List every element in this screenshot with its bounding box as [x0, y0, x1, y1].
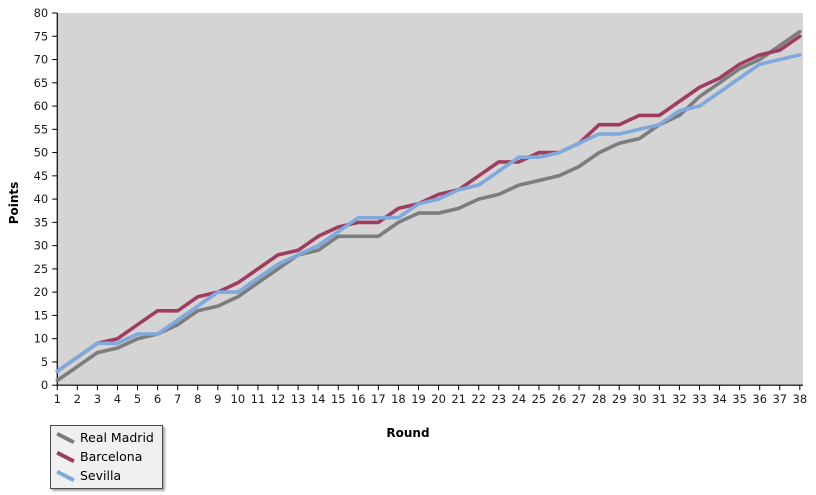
legend-label: Real Madrid [80, 429, 154, 445]
barcelona-line-swatch-icon [55, 450, 77, 464]
y-tick-label: 0 [41, 378, 48, 392]
x-tick-label: 35 [732, 392, 747, 406]
x-tick-label: 18 [391, 392, 406, 406]
legend-item-real-madrid: Real Madrid [55, 429, 154, 447]
x-tick-label: 3 [94, 392, 101, 406]
x-tick-label: 32 [672, 392, 687, 406]
x-tick-label: 7 [174, 392, 181, 406]
y-tick-label: 65 [34, 76, 49, 90]
x-tick-label: 33 [692, 392, 707, 406]
x-tick-label: 10 [231, 392, 246, 406]
x-tick-label: 1 [54, 392, 61, 406]
x-tick-label: 19 [411, 392, 426, 406]
x-tick-label: 14 [311, 392, 326, 406]
y-tick-label: 35 [34, 215, 49, 229]
y-axis-title: Points [7, 181, 21, 225]
y-tick-label: 25 [34, 262, 49, 276]
x-tick-label: 23 [491, 392, 506, 406]
x-tick-label: 17 [371, 392, 386, 406]
x-tick-label: 25 [532, 392, 547, 406]
x-tick-label: 8 [194, 392, 201, 406]
x-tick-label: 4 [114, 392, 121, 406]
y-tick-label: 80 [34, 6, 49, 20]
x-tick-label: 20 [431, 392, 446, 406]
y-tick-label: 5 [41, 355, 48, 369]
y-tick-label: 75 [34, 29, 49, 43]
legend-item-sevilla: Sevilla [55, 467, 154, 485]
x-tick-label: 13 [291, 392, 306, 406]
x-tick-label: 15 [331, 392, 346, 406]
y-tick-label: 15 [34, 308, 49, 322]
y-tick-label: 30 [34, 239, 49, 253]
x-tick-label: 2 [74, 392, 81, 406]
x-tick-label: 31 [652, 392, 667, 406]
y-tick-label: 10 [34, 332, 49, 346]
x-tick-label: 36 [752, 392, 767, 406]
y-tick-label: 45 [34, 169, 49, 183]
y-tick-label: 40 [34, 192, 49, 206]
legend-label: Sevilla [80, 467, 122, 483]
x-tick-label: 21 [451, 392, 466, 406]
y-tick-label: 50 [34, 146, 49, 160]
x-tick-label: 24 [512, 392, 527, 406]
x-tick-label: 5 [134, 392, 141, 406]
x-tick-label: 11 [251, 392, 266, 406]
legend: Real Madrid Barcelona Sevilla [50, 425, 163, 489]
x-tick-label: 38 [793, 392, 808, 406]
x-tick-label: 34 [712, 392, 727, 406]
y-tick-label: 70 [34, 53, 49, 67]
x-tick-label: 9 [214, 392, 221, 406]
legend-label: Barcelona [80, 448, 143, 464]
x-tick-label: 6 [154, 392, 161, 406]
real-madrid-line-swatch-icon [55, 431, 77, 445]
legend-item-barcelona: Barcelona [55, 448, 154, 466]
x-tick-label: 28 [592, 392, 607, 406]
x-tick-label: 12 [271, 392, 286, 406]
x-tick-label: 29 [612, 392, 627, 406]
sevilla-line-swatch-icon [55, 469, 77, 483]
x-tick-label: 27 [572, 392, 587, 406]
x-tick-label: 16 [351, 392, 366, 406]
series-line-real-madrid [55, 29, 802, 383]
x-tick-label: 26 [552, 392, 567, 406]
series-line-barcelona [55, 34, 802, 374]
y-tick-label: 20 [34, 285, 49, 299]
x-tick-label: 22 [471, 392, 486, 406]
y-tick-label: 60 [34, 99, 49, 113]
y-tick-label: 55 [34, 122, 49, 136]
x-axis-title: Round [386, 426, 430, 440]
series-line-sevilla [55, 53, 802, 374]
x-tick-label: 30 [632, 392, 647, 406]
x-tick-label: 37 [772, 392, 787, 406]
